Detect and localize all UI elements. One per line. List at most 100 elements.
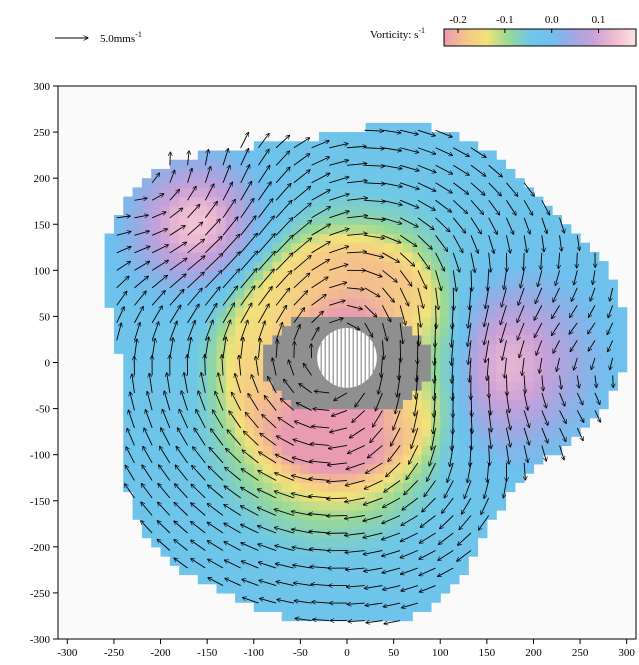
velocity-arrow bbox=[258, 165, 269, 184]
velocity-arrow bbox=[438, 532, 454, 544]
vorticity-cell bbox=[505, 380, 516, 391]
vorticity-cell bbox=[272, 509, 283, 520]
vorticity-cell bbox=[309, 519, 320, 529]
vorticity-cell bbox=[402, 325, 413, 336]
vorticity-cell bbox=[365, 427, 376, 437]
vorticity-cell bbox=[309, 482, 320, 493]
velocity-arrow bbox=[226, 448, 242, 464]
vorticity-cell bbox=[384, 141, 395, 152]
velocity-arrow bbox=[346, 304, 362, 309]
vorticity-cell bbox=[244, 307, 255, 318]
velocity-arrow bbox=[501, 287, 507, 307]
vorticity-cell bbox=[356, 215, 367, 225]
velocity-arrow bbox=[157, 521, 171, 534]
vorticity-cell bbox=[524, 215, 535, 225]
velocity-arrow bbox=[151, 338, 155, 358]
velocity-arrow bbox=[222, 182, 233, 201]
vorticity-cell bbox=[169, 196, 180, 207]
vorticity-cell bbox=[244, 509, 255, 520]
vorticity-cell bbox=[608, 297, 618, 308]
vorticity-cell bbox=[524, 187, 535, 198]
vorticity-cell bbox=[132, 205, 143, 216]
vorticity-cell bbox=[440, 436, 451, 447]
vorticity-cell bbox=[113, 251, 124, 262]
velocity-arrow bbox=[506, 375, 507, 395]
vorticity-cell bbox=[337, 565, 348, 576]
vorticity-cell bbox=[272, 205, 283, 216]
velocity-arrow bbox=[222, 269, 240, 289]
vorticity-cell bbox=[281, 546, 292, 557]
velocity-arrow bbox=[419, 567, 436, 575]
vorticity-cell bbox=[430, 556, 441, 566]
velocity-arrow bbox=[504, 357, 506, 378]
vorticity-cell bbox=[374, 362, 385, 373]
vorticity-cell bbox=[496, 297, 507, 308]
vorticity-cell bbox=[216, 583, 227, 594]
vorticity-cell bbox=[365, 491, 376, 502]
vorticity-cell bbox=[300, 251, 311, 262]
velocity-arrow bbox=[311, 207, 331, 219]
vorticity-cell bbox=[458, 242, 469, 253]
vorticity-cell bbox=[514, 436, 525, 447]
vorticity-cell bbox=[374, 316, 385, 327]
vorticity-cell bbox=[374, 463, 385, 474]
vorticity-cell bbox=[216, 482, 227, 493]
vorticity-cell bbox=[263, 380, 274, 391]
vorticity-cell bbox=[151, 187, 162, 198]
vorticity-cell bbox=[225, 528, 236, 539]
velocity-arrow bbox=[417, 182, 436, 192]
velocity-arrow bbox=[435, 287, 439, 310]
vorticity-cell bbox=[496, 353, 507, 364]
vorticity-cell bbox=[580, 399, 590, 410]
vorticity-cell bbox=[468, 491, 479, 502]
vorticity-cell bbox=[440, 454, 451, 465]
vorticity-cell bbox=[309, 565, 320, 576]
vorticity-cell bbox=[216, 270, 227, 281]
vorticity-cell bbox=[542, 288, 553, 299]
vorticity-cell bbox=[347, 574, 357, 585]
vorticity-cell bbox=[216, 574, 227, 585]
vorticity-cell bbox=[533, 297, 544, 308]
vorticity-cell bbox=[468, 380, 479, 391]
velocity-arrow bbox=[382, 199, 402, 205]
vorticity-cell bbox=[160, 427, 171, 437]
velocity-arrow bbox=[116, 291, 127, 306]
velocity-arrow bbox=[502, 340, 507, 360]
vorticity-cell bbox=[263, 473, 274, 483]
velocity-arrow bbox=[240, 303, 252, 324]
vorticity-cell bbox=[309, 463, 320, 474]
vorticity-cell bbox=[291, 362, 301, 373]
vorticity-cell bbox=[253, 307, 264, 318]
vorticity-cell bbox=[589, 353, 600, 364]
vorticity-cell bbox=[179, 344, 190, 354]
vorticity-cell bbox=[561, 436, 572, 447]
velocity-arrow bbox=[241, 561, 259, 569]
vorticity-cell bbox=[225, 583, 236, 594]
vorticity-cell bbox=[244, 279, 255, 290]
velocity-arrow bbox=[536, 340, 543, 355]
vorticity-cell bbox=[477, 270, 488, 281]
vorticity-cell bbox=[300, 344, 311, 354]
vorticity-cell bbox=[225, 380, 236, 391]
vorticity-cell bbox=[263, 519, 274, 529]
vorticity-cell bbox=[365, 602, 376, 612]
velocity-arrow bbox=[128, 410, 135, 429]
vorticity-cell bbox=[132, 251, 143, 262]
vorticity-cell bbox=[235, 500, 246, 511]
vorticity-cell bbox=[393, 556, 404, 566]
velocity-arrow bbox=[329, 318, 343, 324]
velocity-arrow bbox=[293, 273, 310, 289]
vorticity-cell bbox=[225, 205, 236, 216]
vorticity-cell bbox=[384, 491, 395, 502]
vorticity-cell bbox=[486, 159, 497, 170]
velocity-arrow bbox=[294, 601, 312, 604]
vorticity-cell bbox=[561, 380, 572, 391]
vorticity-cell bbox=[179, 482, 190, 493]
vorticity-cell bbox=[356, 390, 367, 400]
vorticity-cell bbox=[374, 473, 385, 483]
vorticity-cell bbox=[524, 353, 535, 364]
vorticity-cell bbox=[440, 279, 451, 290]
vorticity-cell bbox=[309, 270, 320, 281]
vorticity-cell bbox=[580, 408, 590, 419]
vorticity-cell bbox=[477, 334, 488, 345]
